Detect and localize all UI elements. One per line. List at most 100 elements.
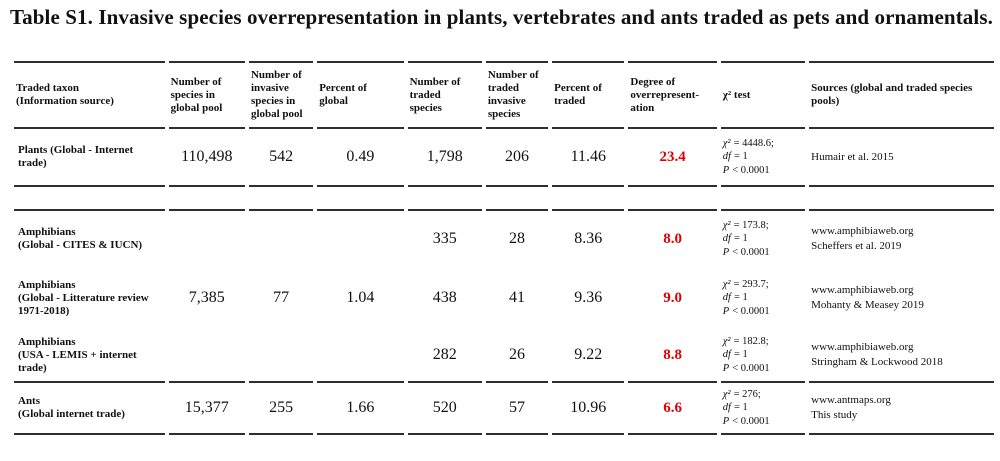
taxon-source: (Global - Litterature review 1971-2018) bbox=[18, 291, 149, 317]
cell-traded-invasive: 26 bbox=[485, 329, 549, 384]
cell-invasive-global bbox=[248, 209, 314, 267]
cell-traded-species: 282 bbox=[407, 329, 482, 384]
cell-degree-overrepresentation: 23.4 bbox=[628, 129, 717, 188]
cell-sources: www.amphibiaweb.org Mohanty & Measey 201… bbox=[809, 267, 994, 329]
col-header-percent-traded: Percent of traded bbox=[552, 61, 625, 130]
cell-traded-invasive: 41 bbox=[509, 289, 525, 307]
col-header-sources: Sources (global and traded species pools… bbox=[809, 61, 994, 130]
col-header-percent-global: Percent of global bbox=[317, 61, 404, 130]
cell-chi-test: χ² = 173.8; df = 1 P < 0.0001 bbox=[720, 209, 806, 267]
chi-square-stat: χ² = 173.8; bbox=[722, 219, 769, 231]
col-header-species-global: Number of species in global pool bbox=[168, 61, 245, 130]
chi-square-stat: χ² = 293.7; bbox=[722, 278, 769, 290]
cell-traded-species: 438 bbox=[432, 289, 457, 307]
cell-sources: www.amphibiaweb.org Stringham & Lockwood… bbox=[809, 329, 994, 384]
chi-square-stat: χ² = 4448.6; bbox=[722, 137, 774, 149]
chi-square-stat: χ² = 276; bbox=[722, 388, 761, 400]
cell-species-global: 15,377 bbox=[168, 383, 245, 436]
source-line: This study bbox=[811, 409, 858, 422]
cell-percent-global: 1.66 bbox=[317, 383, 404, 436]
chi-p-value: P < 0.0001 bbox=[722, 363, 770, 375]
cell-percent-global: 0.49 bbox=[317, 129, 404, 188]
cell-invasive-global: 77 bbox=[273, 289, 290, 307]
cell-sources: Humair et al. 2015 bbox=[809, 129, 994, 188]
chi-p-value: P < 0.0001 bbox=[722, 165, 770, 177]
source-line: Humair et al. 2015 bbox=[811, 150, 894, 163]
col-header-traded-species: Number of traded species bbox=[407, 61, 482, 130]
cell-percent-traded: 9.36 bbox=[574, 289, 603, 307]
taxon-name: Amphibians bbox=[18, 278, 76, 291]
table-row-amphibians-cites-iucn: Amphibians (Global - CITES & IUCN) 335 2… bbox=[14, 209, 994, 267]
table-title: Table S1. Invasive species overrepresent… bbox=[10, 5, 993, 29]
cell-traded-species: 520 bbox=[407, 383, 482, 436]
taxon-name: Amphibians bbox=[18, 226, 76, 239]
cell-degree-overrepresentation: 9.0 bbox=[663, 289, 682, 306]
chi-p-value: P < 0.0001 bbox=[722, 247, 770, 259]
chi-df: df = 1 bbox=[722, 349, 748, 361]
cell-percent-traded: 8.36 bbox=[552, 209, 625, 267]
table-row-amphibians-literature: Amphibians (Global - Litterature review … bbox=[14, 267, 994, 329]
chi-p-value: P < 0.0001 bbox=[722, 306, 770, 318]
table-row-amphibians-lemis: Amphibians (USA - LEMIS + internet trade… bbox=[14, 329, 994, 384]
cell-sources: www.antmaps.org This study bbox=[809, 383, 994, 436]
cell-degree-overrepresentation: 6.6 bbox=[628, 383, 717, 436]
col-header-degree: Degree of overrepresent- ation bbox=[628, 61, 717, 130]
chi-df: df = 1 bbox=[722, 151, 748, 163]
source-line: www.antmaps.org bbox=[811, 393, 891, 406]
source-line: www.amphibiaweb.org bbox=[811, 224, 914, 237]
cell-species-global: 7,385 bbox=[188, 289, 225, 307]
col-header-invasive-global: Number of invasive species in global poo… bbox=[248, 61, 314, 130]
cell-taxon: Amphibians (USA - LEMIS + internet trade… bbox=[14, 329, 165, 384]
species-overrepresentation-table: Traded taxon (Information source) Number… bbox=[10, 61, 998, 436]
cell-invasive-global: 255 bbox=[248, 383, 314, 436]
cell-percent-global bbox=[317, 329, 404, 384]
source-line: www.amphibiaweb.org bbox=[811, 340, 914, 353]
cell-taxon: Plants (Global - Internet trade) bbox=[14, 129, 165, 188]
cell-species-global: 110,498 bbox=[168, 129, 245, 188]
cell-taxon: Amphibians (Global - Litterature review … bbox=[14, 267, 165, 329]
source-line: www.amphibiaweb.org bbox=[811, 283, 914, 296]
document-page: Table S1. Invasive species overrepresent… bbox=[10, 5, 998, 436]
cell-degree-overrepresentation: 8.8 bbox=[628, 329, 717, 384]
taxon-name: Plants (Global - Internet trade) bbox=[18, 144, 134, 170]
cell-traded-species: 335 bbox=[407, 209, 482, 267]
chi-df: df = 1 bbox=[722, 292, 748, 304]
cell-traded-invasive: 206 bbox=[485, 129, 549, 188]
cell-traded-invasive: 57 bbox=[485, 383, 549, 436]
taxon-name: Ants bbox=[18, 395, 41, 408]
taxon-name: Amphibians bbox=[18, 335, 76, 348]
cell-taxon: Amphibians (Global - CITES & IUCN) bbox=[14, 209, 165, 267]
cell-percent-traded: 10.96 bbox=[552, 383, 625, 436]
cell-chi-test: χ² = 276; df = 1 P < 0.0001 bbox=[720, 383, 806, 436]
taxon-source: (USA - LEMIS + internet trade) bbox=[18, 348, 137, 374]
cell-invasive-global: 542 bbox=[248, 129, 314, 188]
chi-p-value: P < 0.0001 bbox=[722, 416, 770, 428]
cell-species-global bbox=[168, 209, 245, 267]
col-header-traded-taxon: Traded taxon (Information source) bbox=[14, 61, 165, 130]
source-line: Scheffers et al. 2019 bbox=[811, 240, 902, 253]
cell-species-global bbox=[168, 329, 245, 384]
chi-df: df = 1 bbox=[722, 233, 748, 245]
cell-invasive-global bbox=[248, 329, 314, 384]
source-line: Stringham & Lockwood 2018 bbox=[811, 356, 943, 369]
cell-percent-traded: 11.46 bbox=[552, 129, 625, 188]
cell-percent-global: 1.04 bbox=[346, 289, 375, 307]
cell-chi-test: χ² = 293.7; df = 1 P < 0.0001 bbox=[721, 267, 805, 329]
cell-traded-species: 1,798 bbox=[407, 129, 482, 188]
cell-degree-overrepresentation: 8.0 bbox=[628, 209, 717, 267]
chi-square-stat: χ² = 182.8; bbox=[722, 335, 769, 347]
cell-percent-traded: 9.22 bbox=[552, 329, 625, 384]
section-spacer-row bbox=[14, 187, 994, 209]
table-row-ants: Ants (Global internet trade) 15,377 255 … bbox=[14, 383, 994, 436]
cell-taxon: Ants (Global internet trade) bbox=[14, 383, 165, 436]
cell-chi-test: χ² = 4448.6; df = 1 P < 0.0001 bbox=[720, 129, 806, 188]
cell-traded-invasive: 28 bbox=[485, 209, 549, 267]
header-row: Traded taxon (Information source) Number… bbox=[14, 61, 994, 130]
col-header-traded-invasive: Number of traded invasive species bbox=[485, 61, 549, 130]
chi-df: df = 1 bbox=[722, 402, 748, 414]
table-row-plants: Plants (Global - Internet trade) 110,498… bbox=[14, 129, 994, 188]
col-header-chi-test: χ² test bbox=[720, 61, 806, 130]
cell-percent-global bbox=[317, 209, 404, 267]
taxon-source: (Global - CITES & IUCN) bbox=[18, 239, 143, 252]
cell-sources: www.amphibiaweb.org Scheffers et al. 201… bbox=[809, 209, 994, 267]
